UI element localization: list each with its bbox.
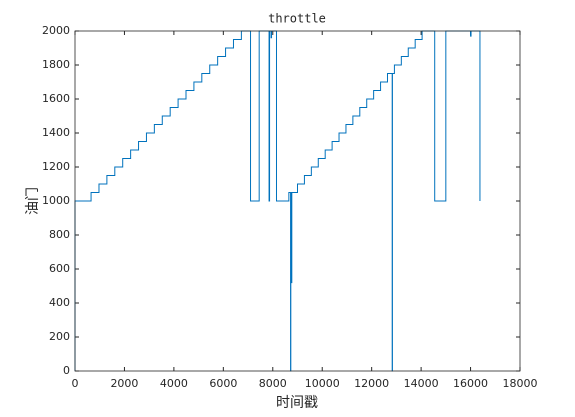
- y-tick-label: 200: [49, 330, 70, 343]
- y-tick-label: 600: [49, 262, 70, 275]
- x-tick-label: 10000: [305, 377, 340, 390]
- y-tick-label: 1600: [42, 92, 70, 105]
- y-tick-label: 400: [49, 296, 70, 309]
- x-tick-label: 0: [72, 377, 79, 390]
- x-tick-label: 18000: [503, 377, 538, 390]
- x-tick-label: 2000: [110, 377, 138, 390]
- data-line: [74, 30, 481, 372]
- y-tick-label: 0: [63, 364, 70, 377]
- y-tick-label: 1400: [42, 126, 70, 139]
- y-tick-label: 1200: [42, 160, 70, 173]
- y-tick-label: 2000: [42, 24, 70, 37]
- y-tick-label: 1000: [42, 194, 70, 207]
- y-tick-label: 800: [49, 228, 70, 241]
- y-axis-label: 油门: [25, 187, 41, 215]
- plot-area: [75, 31, 520, 371]
- x-tick-label: 8000: [259, 377, 287, 390]
- x-tick-label: 12000: [354, 377, 389, 390]
- y-tick-label: 1800: [42, 58, 70, 71]
- x-axis-label: 时间戳: [276, 395, 318, 411]
- x-tick-label: 14000: [404, 377, 439, 390]
- x-tick-label: 16000: [453, 377, 488, 390]
- chart-title: throttle: [268, 12, 326, 26]
- axes-box: [74, 30, 521, 372]
- x-tick-label: 4000: [160, 377, 188, 390]
- x-tick-label: 6000: [209, 377, 237, 390]
